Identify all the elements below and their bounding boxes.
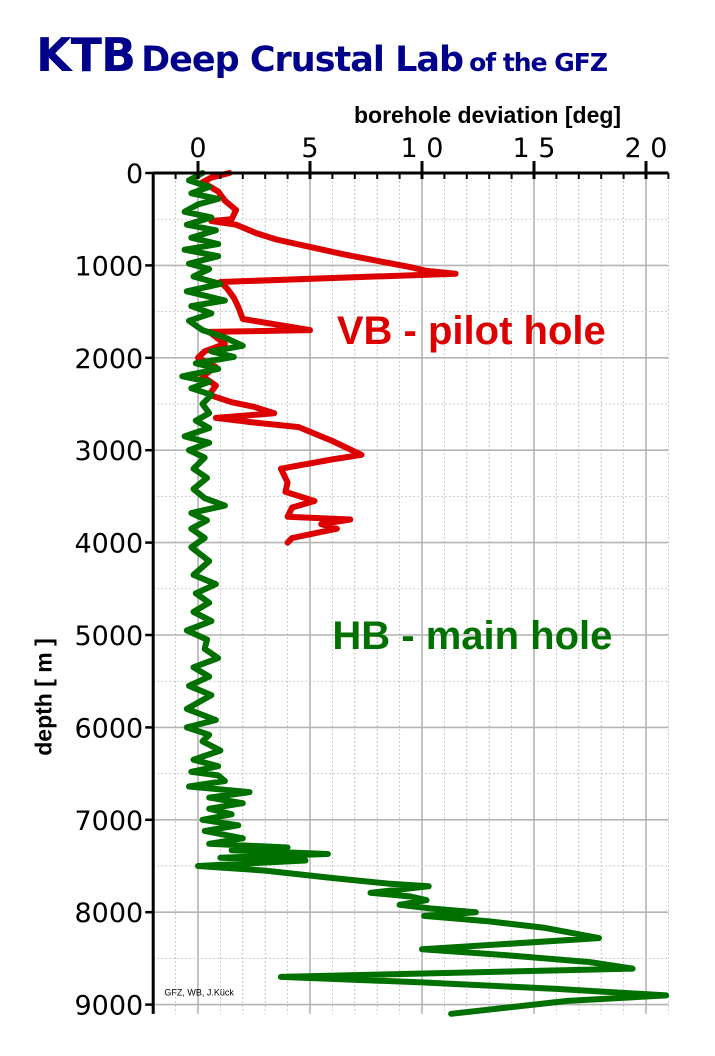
label-hb-main-hole: HB - main hole — [332, 614, 612, 658]
y-tick-label: 4000 — [74, 529, 143, 560]
x-axis-label: borehole deviation [deg] — [354, 102, 622, 128]
y-tick-label: 3000 — [74, 436, 143, 467]
y-tick-label: 7000 — [74, 806, 143, 837]
y-tick-label: 1000 — [74, 251, 143, 282]
y-tick-label: 6000 — [74, 713, 143, 744]
axes — [145, 161, 670, 1014]
title-of-the-gfz: of the GFZ — [469, 48, 608, 77]
y-tick-label: 5000 — [74, 621, 143, 652]
title-deep-crustal-lab: Deep Crustal Lab — [141, 40, 464, 80]
y-tick-label: 2000 — [74, 344, 143, 375]
annotations: VB - pilot hole HB - main hole GFZ, WB, J.… — [164, 309, 612, 997]
x-tick-label: 1 5 — [513, 133, 556, 164]
series-vb-pilot-hole — [195, 170, 459, 546]
x-tick-label: 1 0 — [401, 133, 444, 164]
y-tick-label: 8000 — [74, 898, 143, 929]
title-ktb: KTB — [36, 28, 136, 82]
label-vb-pilot-hole: VB - pilot hole — [337, 309, 606, 353]
y-tick-label: 0 — [126, 159, 143, 190]
x-tick-label: 2 0 — [625, 133, 668, 164]
series-layer — [179, 170, 670, 1017]
y-tick-label: 9000 — [74, 991, 143, 1022]
credit-text: GFZ, WB, J.Kück — [164, 987, 234, 997]
chart-title: KTB Deep Crustal Lab of the GFZ — [36, 28, 608, 82]
x-tick-label: 0 — [189, 133, 206, 164]
x-tick-label: 5 — [301, 133, 318, 164]
series-hb-main-hole — [179, 170, 670, 1017]
